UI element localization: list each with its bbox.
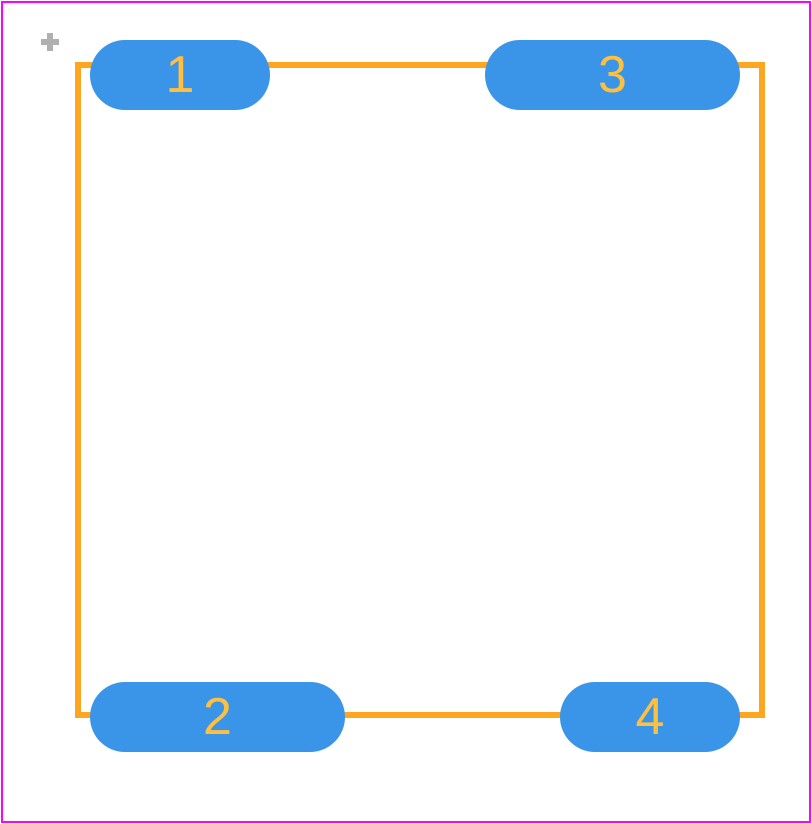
pin1-marker-icon bbox=[38, 30, 62, 54]
pad-3: 3 bbox=[485, 40, 740, 110]
pad-label: 1 bbox=[166, 45, 195, 105]
pad-label: 4 bbox=[636, 687, 665, 747]
pad-2: 2 bbox=[90, 682, 345, 752]
pad-label: 3 bbox=[598, 45, 627, 105]
pad-label: 2 bbox=[203, 687, 232, 747]
pad-1: 1 bbox=[90, 40, 270, 110]
footprint-canvas: 1 3 2 4 bbox=[0, 0, 812, 824]
pad-4: 4 bbox=[560, 682, 740, 752]
component-outline bbox=[75, 62, 765, 718]
